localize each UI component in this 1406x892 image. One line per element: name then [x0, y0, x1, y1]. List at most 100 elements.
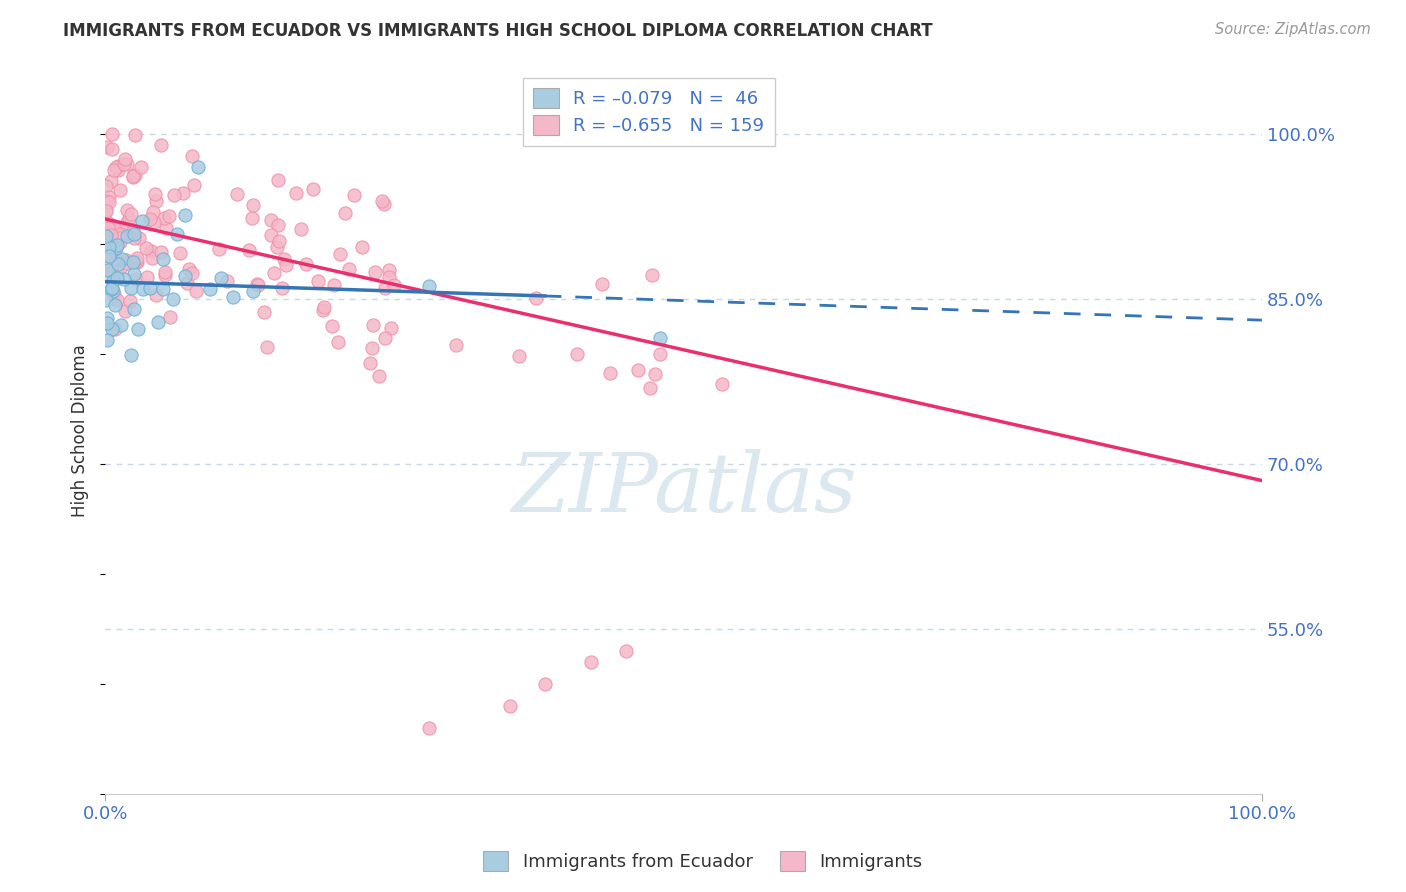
Point — [222, 290, 245, 304]
Point — [98, 240, 121, 254]
Point — [125, 254, 148, 268]
Point — [150, 244, 173, 259]
Point — [215, 274, 238, 288]
Point — [373, 197, 395, 211]
Point — [361, 342, 384, 356]
Point — [135, 241, 157, 255]
Point — [118, 211, 141, 226]
Point — [108, 183, 131, 197]
Point — [238, 244, 260, 258]
Point — [105, 293, 128, 307]
Point — [96, 194, 118, 208]
Point — [173, 208, 195, 222]
Point — [208, 242, 231, 256]
Point — [176, 276, 198, 290]
Point — [579, 655, 602, 669]
Point — [499, 698, 522, 713]
Point — [105, 238, 128, 252]
Point — [710, 377, 733, 392]
Point — [122, 170, 145, 185]
Point — [125, 272, 148, 286]
Point — [169, 246, 191, 260]
Point — [125, 255, 148, 269]
Point — [374, 281, 396, 295]
Point — [371, 194, 394, 208]
Point — [246, 277, 269, 291]
Point — [105, 265, 128, 279]
Point — [335, 206, 357, 220]
Point — [142, 204, 165, 219]
Point — [96, 229, 118, 244]
Point — [115, 255, 138, 269]
Point — [650, 330, 672, 344]
Point — [141, 251, 163, 265]
Text: ZIPatlas: ZIPatlas — [510, 449, 856, 529]
Point — [128, 230, 150, 244]
Point — [124, 128, 146, 142]
Point — [172, 186, 194, 200]
Point — [627, 363, 650, 377]
Point — [599, 366, 621, 380]
Point — [108, 230, 131, 244]
Point — [110, 318, 132, 333]
Point — [97, 263, 120, 277]
Point — [131, 214, 153, 228]
Point — [155, 220, 177, 235]
Point — [96, 228, 118, 243]
Point — [181, 266, 204, 280]
Point — [107, 159, 129, 173]
Point — [110, 260, 132, 275]
Point — [97, 194, 120, 209]
Point — [112, 272, 135, 286]
Point — [614, 644, 637, 658]
Point — [418, 278, 440, 293]
Point — [101, 142, 124, 156]
Point — [225, 186, 247, 201]
Point — [321, 318, 343, 333]
Point — [187, 161, 209, 175]
Point — [96, 140, 118, 154]
Point — [96, 248, 118, 262]
Point — [107, 163, 129, 178]
Point — [260, 228, 283, 243]
Legend: R = –0.079   N =  46, R = –0.655   N = 159: R = –0.079 N = 46, R = –0.655 N = 159 — [523, 78, 775, 146]
Point — [533, 677, 555, 691]
Point — [184, 284, 207, 298]
Point — [98, 190, 121, 204]
Point — [122, 227, 145, 242]
Point — [382, 278, 405, 293]
Point — [104, 322, 127, 336]
Point — [105, 160, 128, 174]
Point — [122, 169, 145, 183]
Point — [307, 275, 329, 289]
Point — [302, 182, 325, 196]
Point — [96, 311, 118, 326]
Point — [104, 241, 127, 255]
Point — [97, 238, 120, 252]
Point — [122, 230, 145, 244]
Point — [162, 292, 184, 306]
Point — [524, 291, 547, 305]
Point — [104, 298, 127, 312]
Point — [101, 280, 124, 294]
Point — [242, 197, 264, 211]
Point — [152, 252, 174, 266]
Point — [114, 219, 136, 234]
Point — [337, 262, 360, 277]
Point — [139, 280, 162, 294]
Legend: Immigrants from Ecuador, Immigrants: Immigrants from Ecuador, Immigrants — [477, 844, 929, 879]
Point — [136, 270, 159, 285]
Point — [96, 334, 118, 348]
Point — [112, 225, 135, 239]
Point — [269, 234, 291, 248]
Point — [96, 215, 118, 229]
Point — [650, 347, 672, 361]
Point — [591, 277, 613, 291]
Point — [122, 302, 145, 317]
Point — [115, 157, 138, 171]
Point — [103, 221, 125, 235]
Point — [153, 265, 176, 279]
Point — [181, 149, 204, 163]
Point — [641, 268, 664, 282]
Point — [101, 274, 124, 288]
